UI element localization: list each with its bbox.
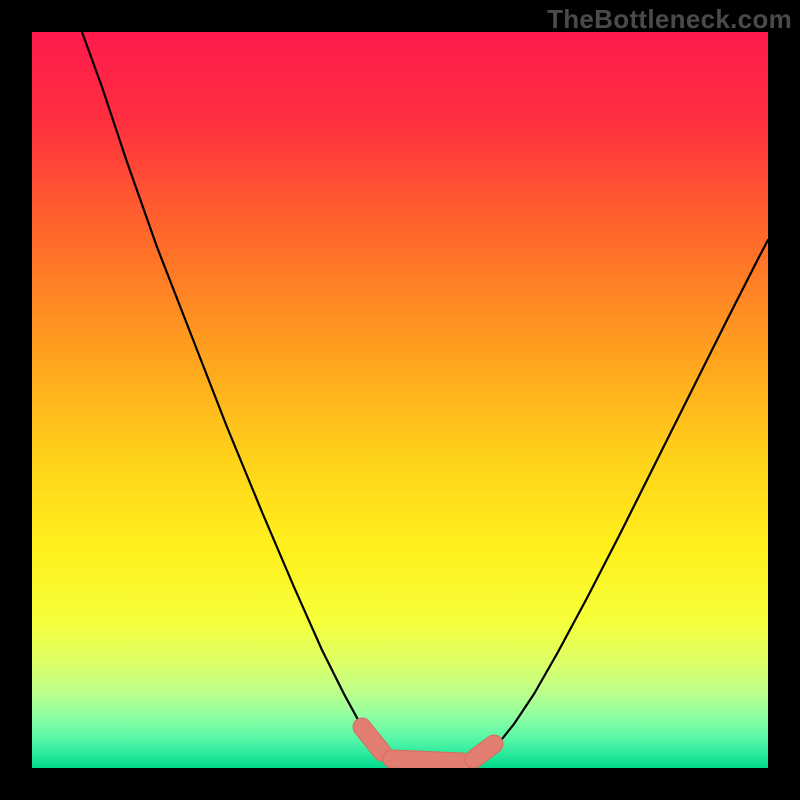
marker-capsule — [392, 759, 462, 762]
gradient-background — [32, 32, 768, 768]
chart-frame: TheBottleneck.com — [0, 0, 800, 800]
chart-svg — [32, 32, 768, 768]
watermark-text: TheBottleneck.com — [547, 4, 792, 35]
plot-area — [32, 32, 768, 768]
marker-capsule — [474, 744, 494, 759]
